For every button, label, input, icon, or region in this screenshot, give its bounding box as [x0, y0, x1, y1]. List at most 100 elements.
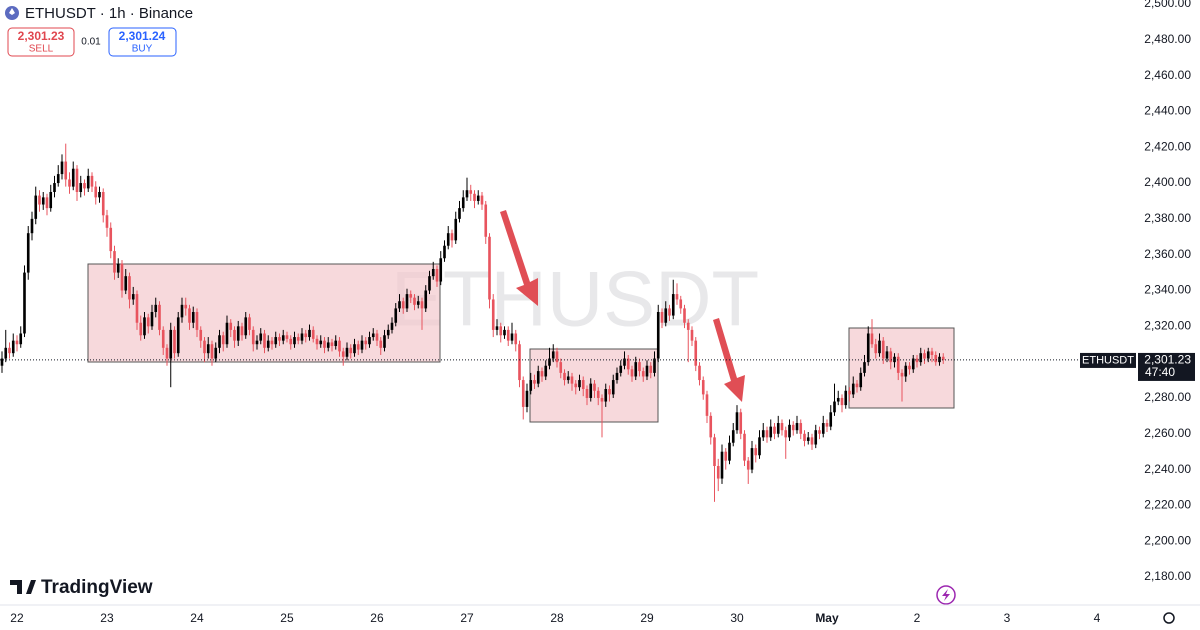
candle-body — [881, 340, 885, 359]
candle-body — [349, 347, 353, 354]
candle-body — [15, 340, 19, 345]
candle-body — [176, 317, 180, 354]
candle-body — [338, 340, 341, 352]
candle-body — [709, 415, 713, 438]
x-tick-label: May — [815, 611, 839, 625]
candle-body — [866, 333, 870, 363]
candle-body — [825, 423, 829, 427]
candle-body — [851, 383, 855, 395]
candle-body — [521, 380, 525, 407]
candle-body — [878, 340, 881, 354]
candle-body — [34, 195, 38, 219]
candle-body — [244, 317, 248, 336]
candle-body — [840, 397, 844, 406]
candle-body — [810, 437, 814, 445]
x-tick-label: 23 — [100, 611, 114, 625]
sell-button[interactable] — [7, 27, 75, 57]
candle-body — [383, 335, 386, 348]
candle-body — [915, 358, 919, 363]
candle-body — [634, 362, 638, 377]
candle-body — [124, 276, 128, 291]
candle-body — [791, 424, 795, 431]
x-tick-label: 25 — [280, 611, 294, 625]
candle-body — [934, 354, 938, 363]
candle-body — [454, 218, 458, 241]
candle-body — [750, 448, 754, 470]
candle-body — [420, 301, 424, 309]
candle-body — [105, 215, 109, 228]
candle-body — [701, 380, 705, 395]
candle-body — [446, 233, 450, 246]
candle-body — [758, 437, 761, 456]
y-tick-label: 2,220.00 — [1144, 498, 1191, 512]
candle-body — [480, 195, 484, 205]
candle-body — [203, 340, 206, 354]
candle-body — [345, 347, 349, 357]
candle-body — [563, 372, 566, 381]
candle-body — [656, 311, 660, 359]
x-tick-label: 2 — [914, 611, 921, 625]
candle-body — [120, 263, 124, 291]
candle-body — [83, 183, 86, 189]
candle-body — [593, 383, 596, 391]
candle-body — [908, 365, 911, 370]
candle-body — [506, 329, 510, 341]
x-tick-label: 29 — [640, 611, 654, 625]
candle-body — [191, 311, 195, 323]
candle-body — [806, 437, 810, 441]
candle-body — [776, 423, 780, 434]
candle-body — [769, 426, 773, 438]
y-tick-label: 2,320.00 — [1144, 318, 1191, 332]
candle-body — [690, 329, 694, 341]
candle-body — [41, 197, 45, 205]
candle-body — [443, 245, 446, 259]
y-tick-label: 2,440.00 — [1144, 104, 1191, 118]
candle-body — [683, 308, 686, 323]
candle-body — [435, 269, 439, 282]
candle-body — [488, 236, 491, 300]
candle-body — [615, 372, 619, 381]
candle-body — [281, 335, 285, 341]
candle-body — [930, 351, 934, 355]
candle-body — [551, 351, 555, 359]
candle-body — [266, 340, 270, 348]
candle-body — [653, 358, 656, 373]
candle-body — [285, 335, 289, 339]
candle-body — [499, 326, 503, 336]
candle-body — [131, 294, 135, 300]
candle-body — [754, 448, 758, 456]
candle-body — [870, 333, 874, 345]
candle-body — [728, 442, 731, 461]
x-tick-label: 3 — [1004, 611, 1011, 625]
candle-body — [578, 380, 581, 388]
candle-body — [353, 344, 356, 354]
candle-body — [173, 329, 176, 354]
candle-body — [638, 362, 641, 372]
candle-body — [829, 412, 833, 427]
y-tick-label: 2,280.00 — [1144, 390, 1191, 404]
candle-body — [705, 394, 709, 416]
alert-icon-glyph — [942, 589, 950, 601]
candle-body — [289, 338, 293, 345]
candle-body — [529, 380, 533, 391]
arrow — [500, 210, 538, 306]
settings-icon[interactable] — [1163, 612, 1175, 624]
candle-body — [116, 263, 120, 273]
candle-body — [743, 433, 746, 461]
candle-body — [255, 340, 259, 345]
candle-body — [859, 372, 863, 388]
candle-body — [514, 333, 518, 345]
sell-label: SELL — [29, 44, 54, 55]
candle-body — [544, 365, 548, 377]
candle-body — [221, 335, 225, 345]
y-tick-label: 2,180.00 — [1144, 569, 1191, 583]
candle-body — [458, 208, 461, 219]
candle-body — [533, 380, 536, 384]
candle-body — [720, 451, 724, 479]
y-tick-label: 2,200.00 — [1144, 533, 1191, 547]
x-tick-label: 27 — [460, 611, 474, 625]
candle-body — [146, 317, 150, 327]
x-tick-label: 30 — [730, 611, 744, 625]
y-tick-label: 2,340.00 — [1144, 283, 1191, 297]
buy-button[interactable] — [108, 27, 177, 57]
